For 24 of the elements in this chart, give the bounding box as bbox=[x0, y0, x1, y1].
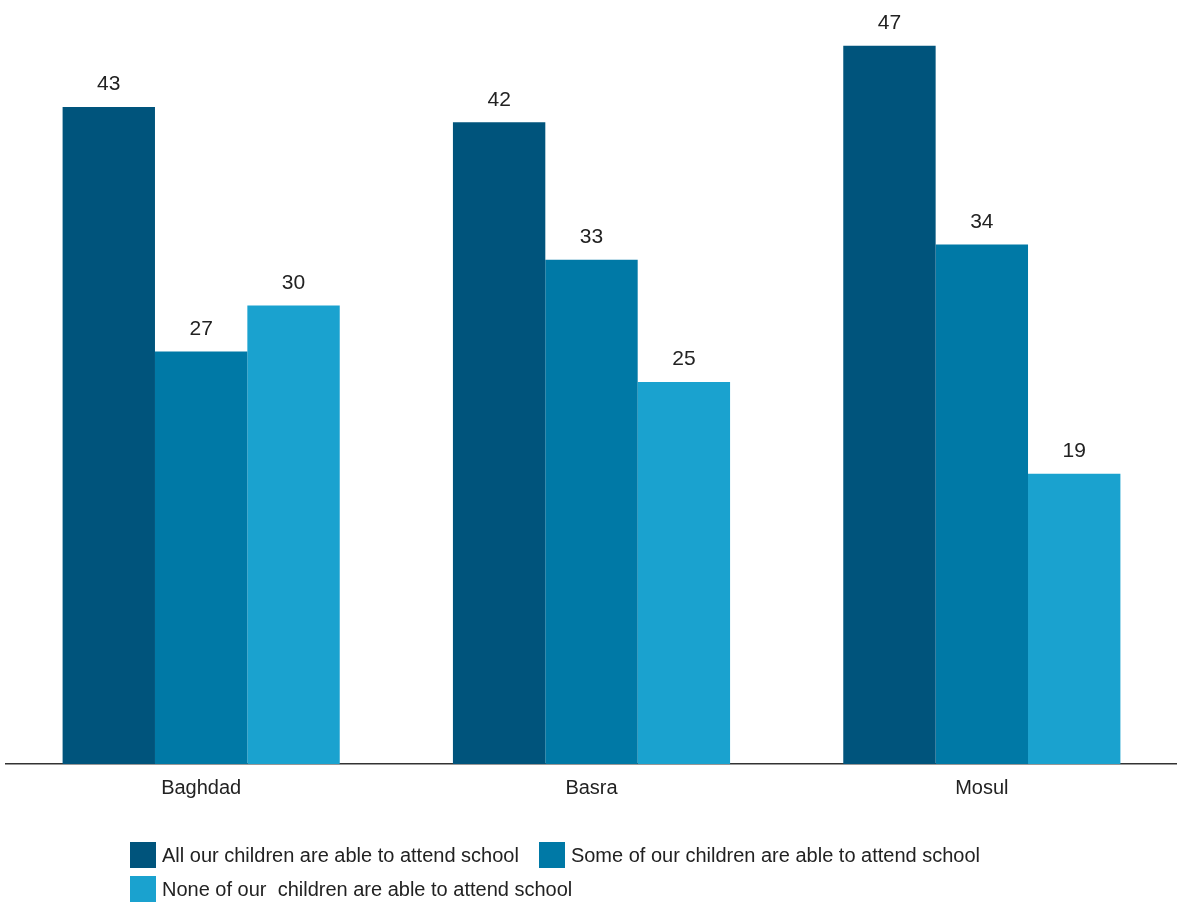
data-label: 27 bbox=[189, 315, 213, 339]
legend-label: All our children are able to attend school bbox=[162, 843, 519, 867]
bar bbox=[62, 106, 155, 764]
data-label: 19 bbox=[1062, 437, 1086, 461]
data-label: 33 bbox=[579, 224, 604, 248]
x-tick-label: Mosul bbox=[955, 775, 1009, 798]
bar bbox=[154, 351, 248, 764]
bar bbox=[637, 382, 731, 764]
bar bbox=[452, 122, 546, 764]
data-label: 30 bbox=[281, 269, 306, 293]
bar bbox=[247, 305, 340, 764]
bar bbox=[1028, 473, 1121, 764]
data-label: 25 bbox=[672, 346, 696, 370]
x-tick-label: Baghdad bbox=[161, 775, 242, 798]
data-label: 34 bbox=[970, 208, 994, 232]
data-label: 43 bbox=[97, 71, 121, 95]
legend-label: Some of our children are able to attend school bbox=[570, 843, 981, 867]
bar bbox=[545, 259, 638, 764]
data-label: 42 bbox=[487, 86, 511, 110]
legend-label: None of our children are able to attend school bbox=[162, 877, 573, 901]
bar bbox=[843, 45, 936, 764]
x-tick-label: Basra bbox=[565, 775, 619, 798]
bar bbox=[935, 244, 1029, 764]
data-label: 47 bbox=[877, 10, 902, 34]
